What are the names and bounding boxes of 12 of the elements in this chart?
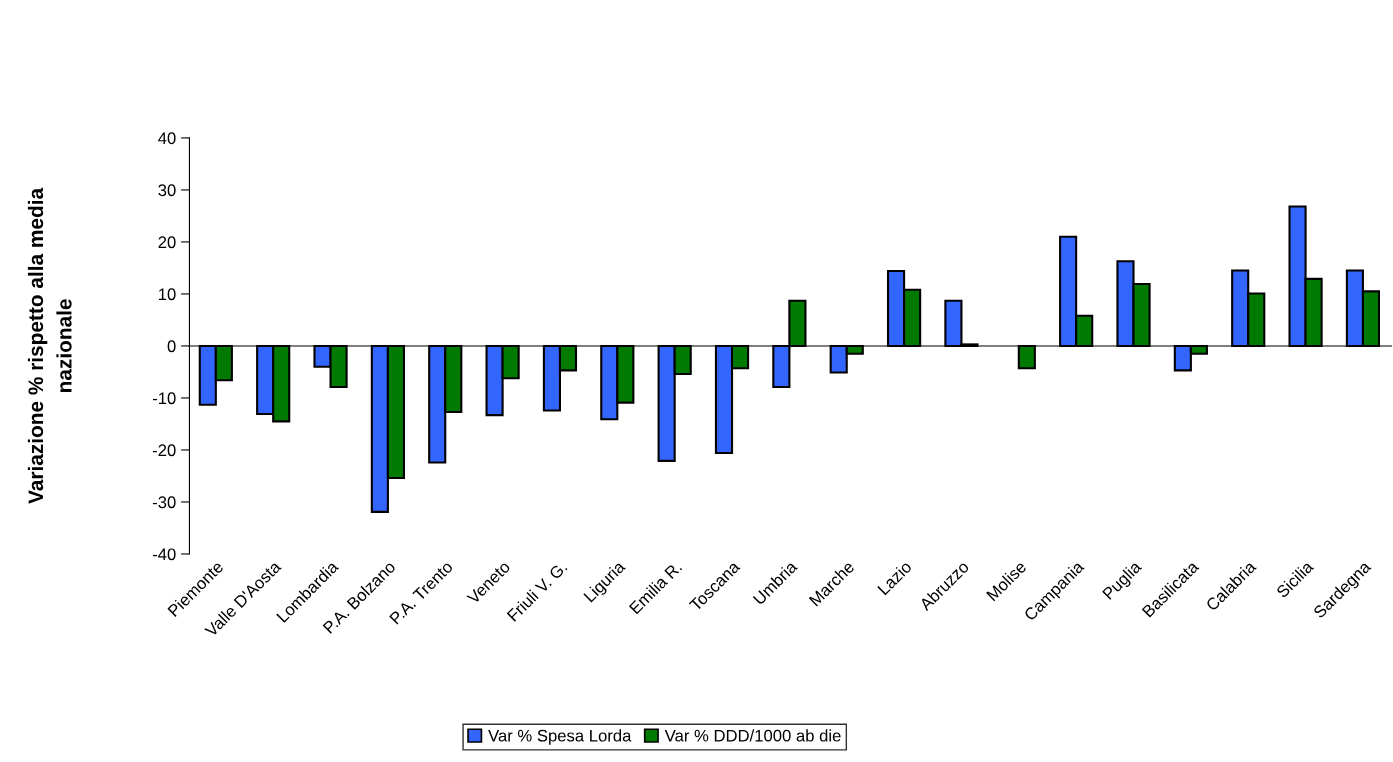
y-tick-label: 40 — [158, 132, 176, 145]
y-tick-label: 20 — [158, 236, 176, 249]
y-tick-label: -10 — [152, 392, 176, 405]
y-tick-label: -20 — [152, 444, 176, 457]
y-tick-label: 30 — [158, 184, 176, 197]
y-tick-label: -30 — [152, 496, 176, 509]
y-tick-label: 0 — [167, 340, 176, 353]
y-axis-title: Variazione % rispetto alla media nazionale — [27, 187, 72, 504]
y-tick-label: -40 — [152, 548, 176, 561]
y-tick-label: 10 — [158, 288, 176, 301]
legend-label: Var % Spesa Lorda — [488, 729, 632, 745]
legend-label: Var % DDD/1000 ab die — [664, 729, 841, 742]
